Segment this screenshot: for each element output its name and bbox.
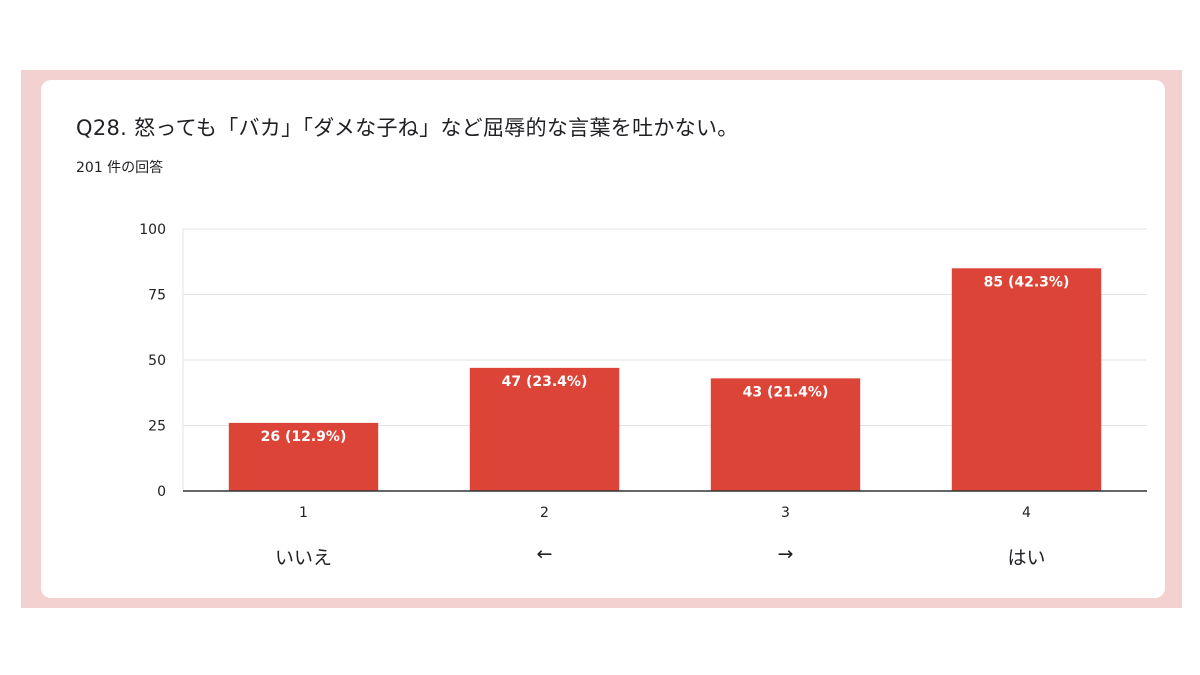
x-tick-label: 1 <box>299 505 308 521</box>
bar-data-label: 85 (42.3%) <box>984 274 1070 290</box>
x-tick-label: 3 <box>781 505 790 521</box>
y-tick-label: 25 <box>148 419 166 435</box>
category-label: はい <box>1007 547 1046 569</box>
category-label: いいえ <box>274 547 332 569</box>
category-label: ← <box>536 543 553 565</box>
bar-data-label: 47 (23.4%) <box>502 374 588 390</box>
response-count: 201 件の回答 <box>76 160 164 176</box>
bar-data-label: 43 (21.4%) <box>743 384 829 400</box>
y-tick-label: 50 <box>148 353 166 369</box>
y-tick-label: 100 <box>139 222 166 238</box>
bar <box>228 422 379 491</box>
bars: 26 (12.9%) 47 (23.4%) 43 (21.4%) 85 (42.3%) <box>228 268 1102 491</box>
bar <box>710 378 861 491</box>
question-title: Q28. 怒っても「バカ」「ダメな子ね」など屈辱的な言葉を吐かない。 <box>76 116 739 140</box>
category-label: → <box>777 543 794 565</box>
x-tick-label: 2 <box>540 505 549 521</box>
y-tick-label: 0 <box>157 484 166 500</box>
bar <box>469 367 620 491</box>
y-tick-label: 75 <box>148 288 166 304</box>
axes: 0 25 50 75 100 1 2 3 4 <box>139 222 1147 521</box>
bar-data-label: 26 (12.9%) <box>261 429 347 445</box>
x-tick-label: 4 <box>1022 505 1031 521</box>
bar <box>951 268 1102 491</box>
